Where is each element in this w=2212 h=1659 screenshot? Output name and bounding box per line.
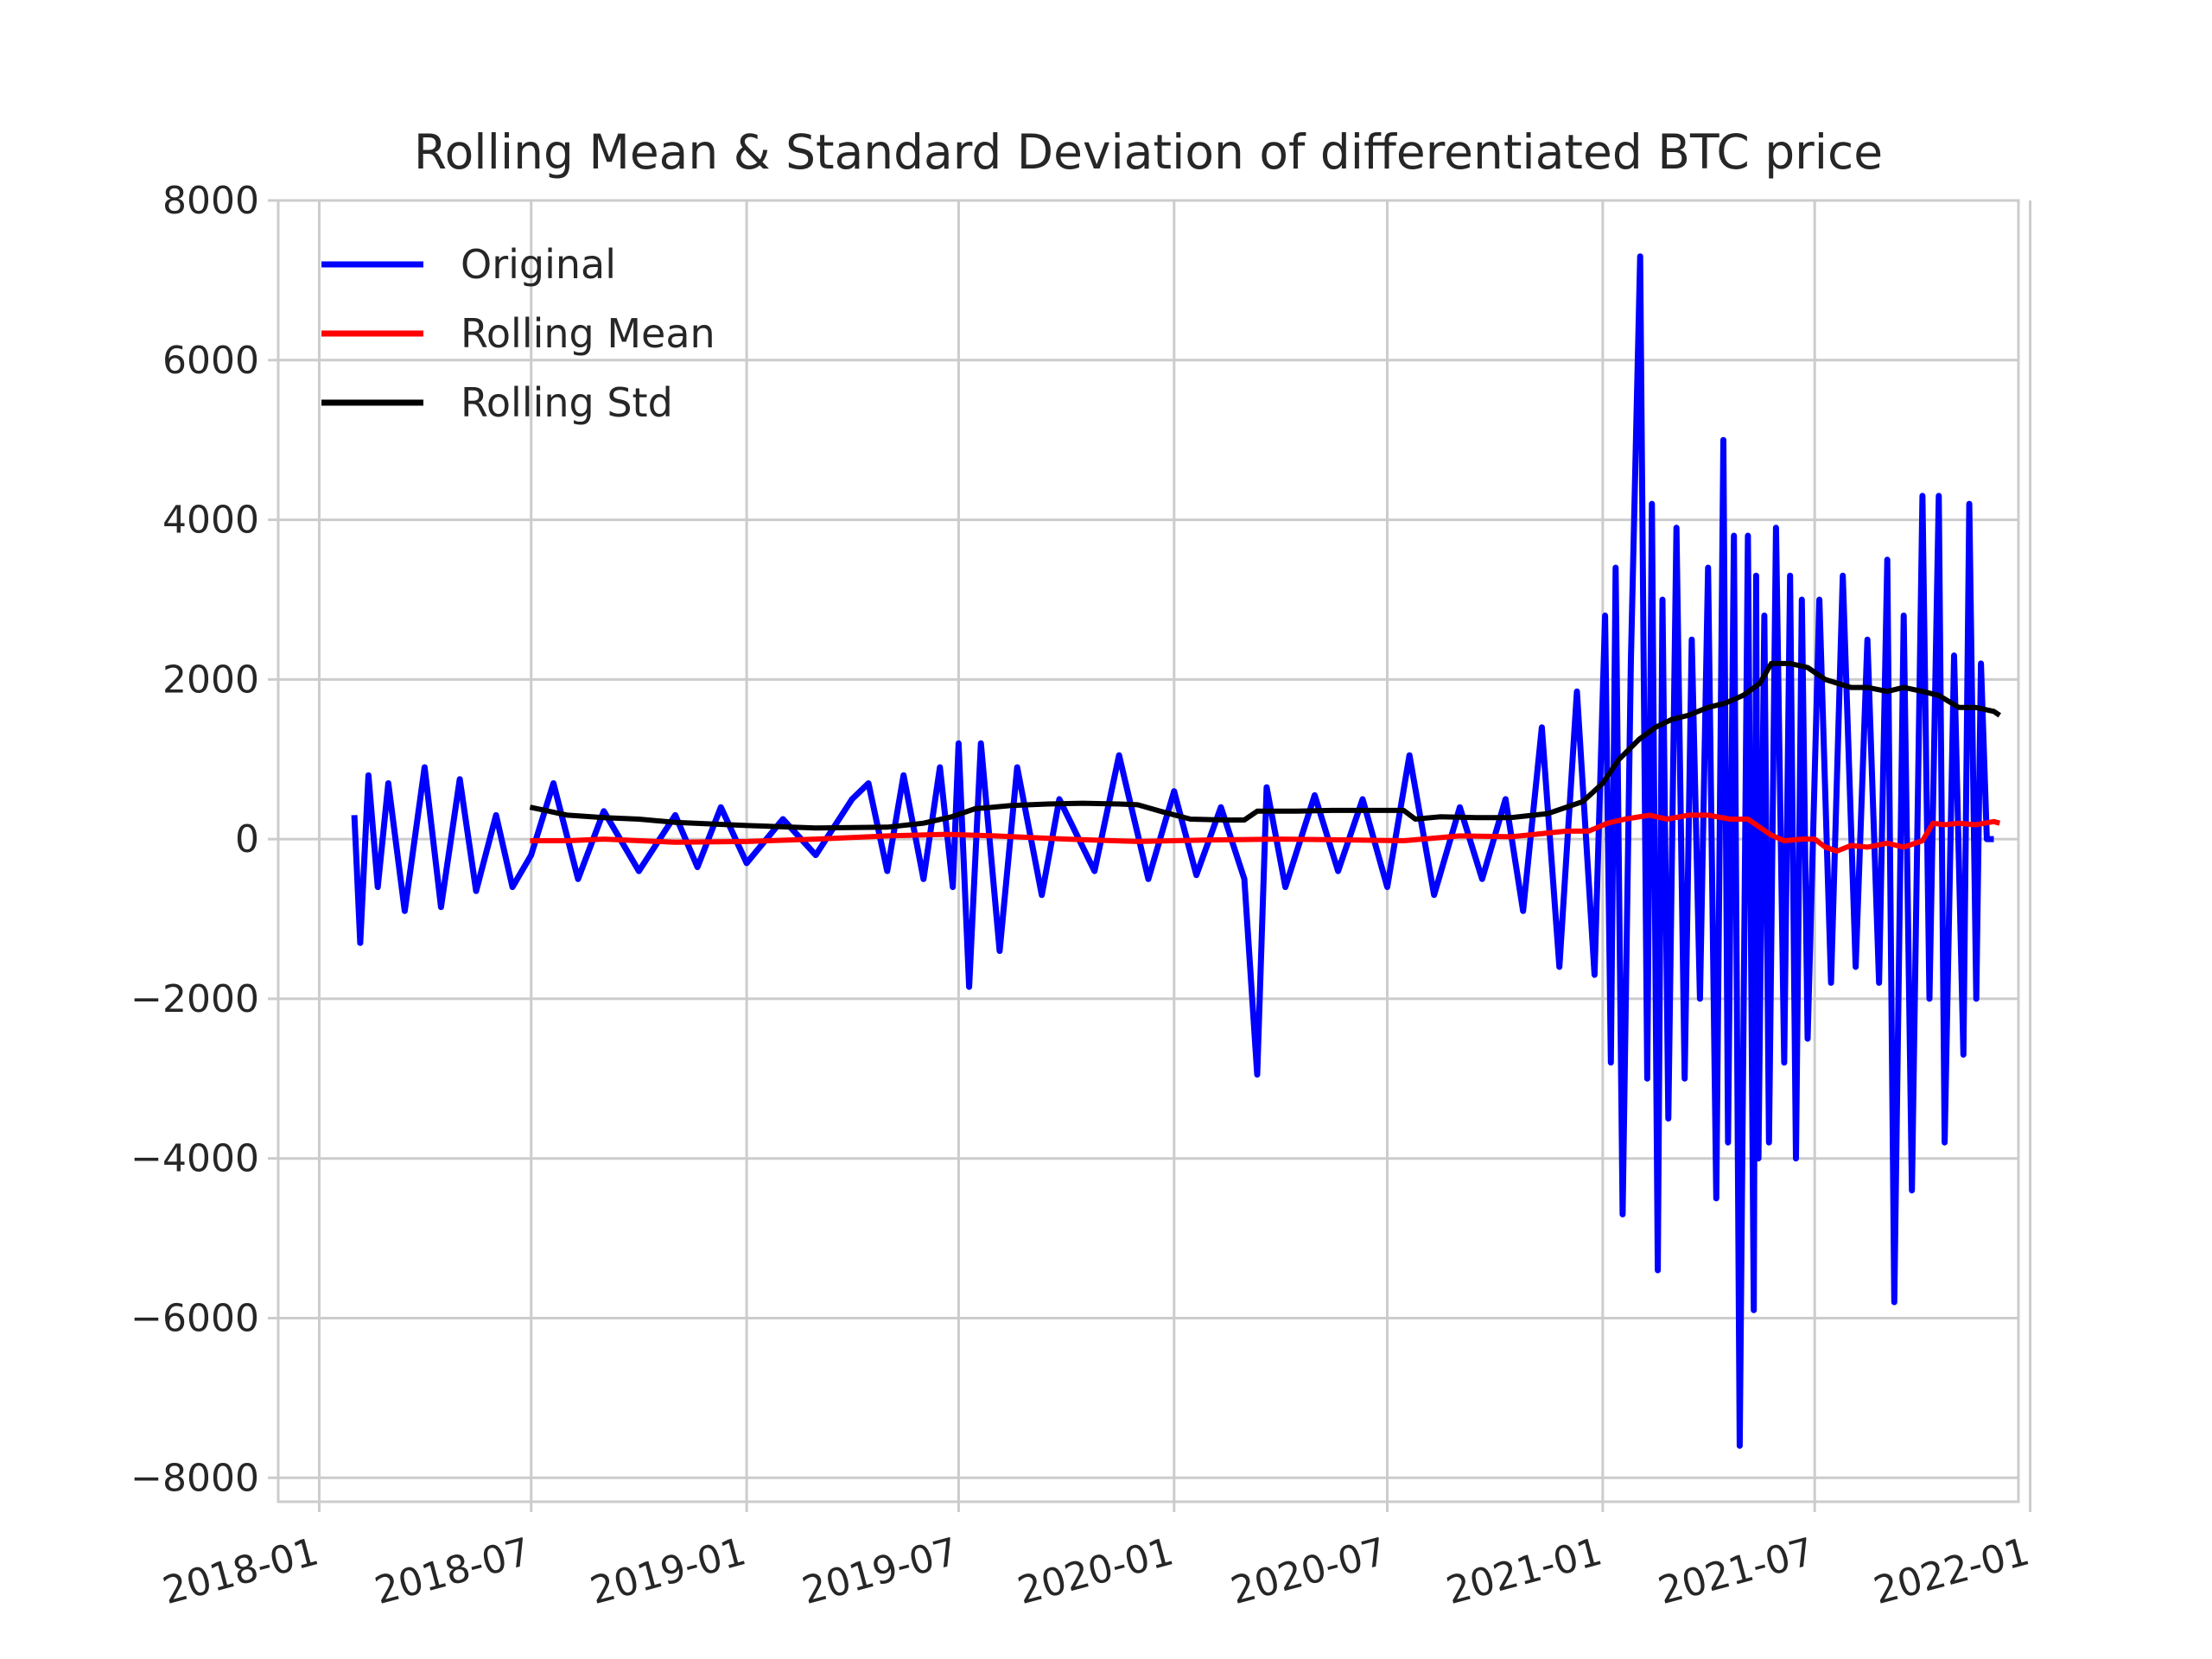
- y-tick-label: −8000: [130, 1456, 259, 1500]
- series-line-original: [351, 253, 1994, 1449]
- y-tick-label: −6000: [130, 1296, 259, 1340]
- series-layer: [351, 253, 2001, 1449]
- plot-area-frame: [276, 199, 2020, 1503]
- y-axis: 8000 6000 4000 2000 0 −2000 −4000 −6000 −8000: [130, 179, 278, 1500]
- y-tick-label: 0: [235, 817, 259, 861]
- series-line-rolling-mean: [530, 812, 2001, 854]
- y-tick-label: −4000: [130, 1137, 259, 1181]
- legend-label-rolling-mean: Rolling Mean: [461, 310, 715, 357]
- legend-label-original: Original: [461, 241, 616, 288]
- chart-title: Rolling Mean & Standard Deviation of dif…: [414, 124, 1883, 180]
- series-line-rolling-std: [529, 660, 2001, 831]
- y-tick-label: 8000: [162, 179, 259, 223]
- legend-label-rolling-std: Rolling Std: [461, 379, 673, 426]
- y-tick-label: 2000: [162, 658, 259, 702]
- y-tick-label: −2000: [130, 977, 259, 1021]
- legend: Original Rolling Mean Rolling Std: [321, 241, 715, 426]
- y-tick-label: 4000: [162, 499, 259, 543]
- y-tick-label: 6000: [162, 339, 259, 383]
